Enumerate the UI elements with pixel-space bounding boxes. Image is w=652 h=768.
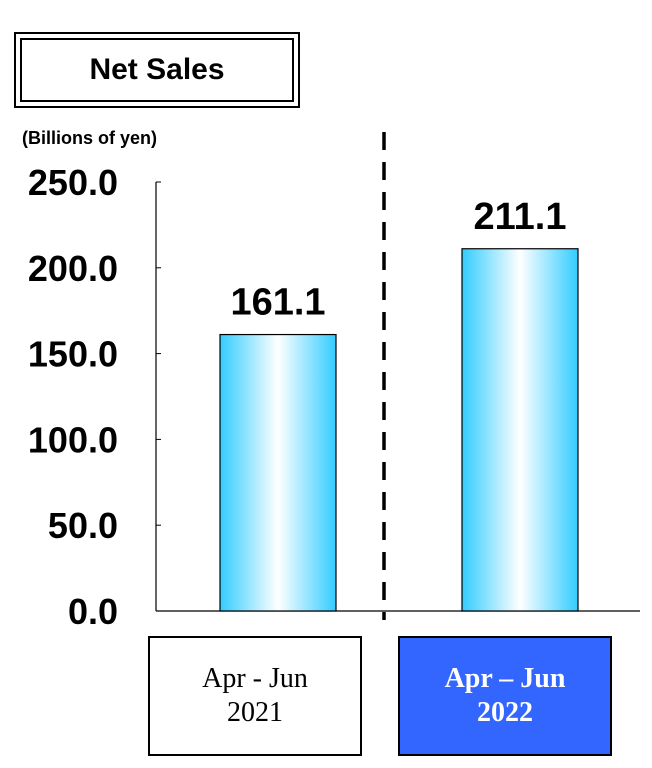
- unit-label: (Billions of yen): [22, 128, 157, 148]
- bar: [219, 333, 337, 612]
- period-label-line1: Apr - Jun: [202, 663, 308, 694]
- period-label-line2: 2021: [227, 697, 283, 728]
- y-tick-label: 250.0: [28, 162, 118, 203]
- y-tick-label: 50.0: [48, 505, 118, 546]
- y-tick-label: 150.0: [28, 334, 118, 375]
- bar-data-label: 211.1: [474, 196, 567, 238]
- bar-data-label: 161.1: [230, 282, 325, 324]
- y-tick-label: 200.0: [28, 248, 118, 289]
- period-box-2021: Apr - Jun 2021: [148, 636, 362, 756]
- period-box-2022: Apr – Jun 2022: [398, 636, 612, 756]
- bar-chart: 0.0 50.0 100.0 150.0 200.0 250.0 161.1 211.1: [28, 132, 640, 632]
- bar: [461, 248, 579, 612]
- y-tick-label: 0.0: [68, 591, 118, 632]
- title-box: Net Sales: [14, 32, 300, 108]
- period-label-line1: Apr – Jun: [444, 663, 566, 694]
- chart-title: Net Sales: [89, 53, 225, 86]
- y-tick-label: 100.0: [28, 419, 118, 460]
- period-label-line2: 2022: [477, 697, 533, 728]
